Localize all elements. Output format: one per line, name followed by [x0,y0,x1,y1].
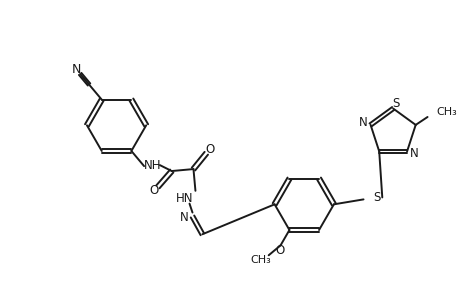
Text: NH: NH [144,159,162,172]
Text: S: S [392,97,399,110]
Text: O: O [149,184,158,197]
Text: N: N [180,211,189,224]
Text: N: N [409,147,418,160]
Text: O: O [205,143,214,156]
Text: N: N [358,116,367,129]
Text: HN: HN [175,192,193,205]
Text: CH₃: CH₃ [436,107,456,117]
Text: CH₃: CH₃ [250,255,270,265]
Text: O: O [274,244,284,257]
Text: N: N [71,64,81,76]
Text: S: S [373,191,380,204]
